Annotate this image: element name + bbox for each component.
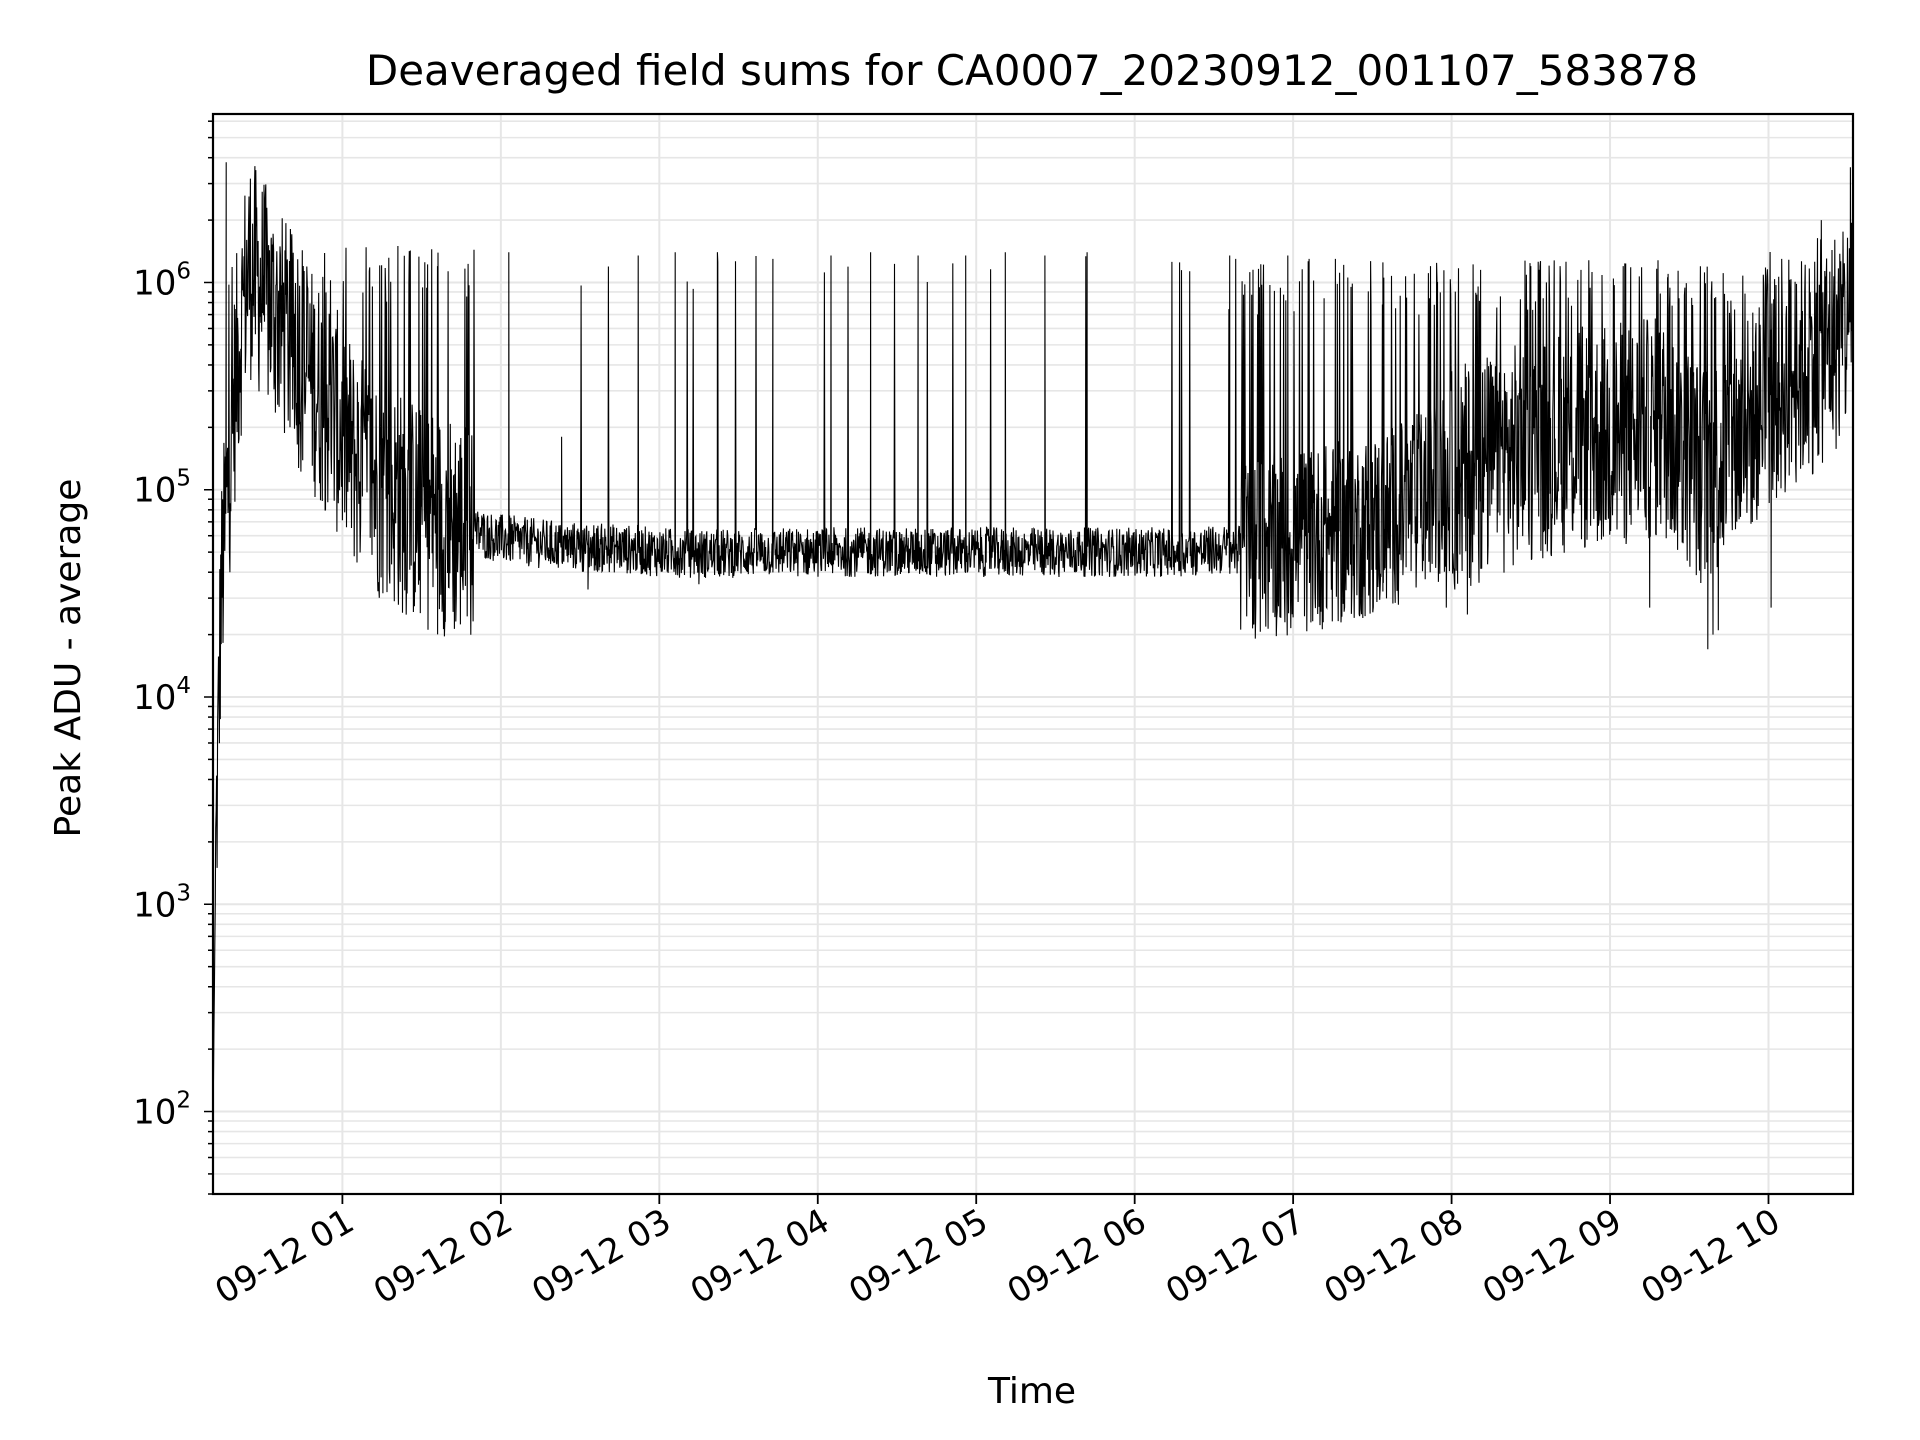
y-tick-base: 10 bbox=[133, 263, 176, 303]
y-tick-base: 10 bbox=[133, 678, 176, 718]
y-tick-exponent: 4 bbox=[176, 673, 191, 699]
y-tick-label: 102 bbox=[133, 1088, 191, 1133]
y-tick-label: 105 bbox=[133, 466, 191, 511]
y-axis-label: Peak ADU - average bbox=[48, 479, 89, 838]
y-tick-base: 10 bbox=[133, 1093, 176, 1133]
y-tick-exponent: 3 bbox=[176, 880, 191, 906]
y-tick-base: 10 bbox=[133, 885, 176, 925]
series-line bbox=[212, 162, 1854, 1122]
y-tick-label: 103 bbox=[133, 880, 191, 925]
y-tick-exponent: 2 bbox=[176, 1088, 191, 1114]
y-tick-base: 10 bbox=[133, 471, 176, 511]
y-tick-exponent: 6 bbox=[176, 258, 191, 284]
y-tick-label: 106 bbox=[133, 258, 191, 303]
series-layer bbox=[212, 162, 1854, 1122]
chart-title: Deaveraged field sums for CA0007_2023091… bbox=[366, 46, 1698, 95]
plot-frame bbox=[211, 112, 1855, 1196]
y-tick-exponent: 5 bbox=[176, 466, 191, 492]
x-axis-label: Time bbox=[987, 1371, 1076, 1412]
y-tick-label: 104 bbox=[133, 673, 191, 718]
